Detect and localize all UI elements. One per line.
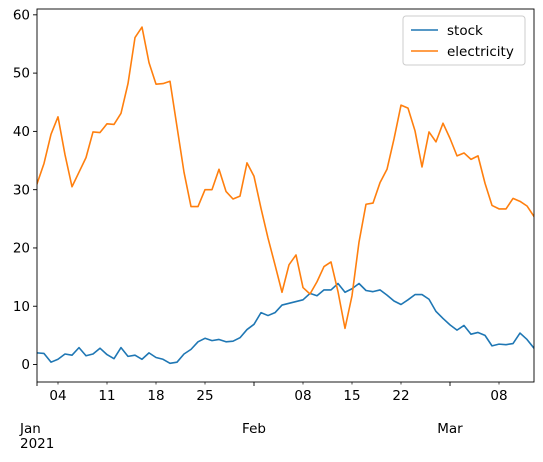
x-minor-tick-label: 25 [196,388,213,404]
x-minor-tick-label: 08 [294,388,311,404]
series-line-stock [37,282,534,365]
x-minor-tick-label: 08 [490,388,507,404]
y-tick-label: 60 [13,7,30,23]
axes-frame [36,8,535,383]
y-tick-label: 30 [13,182,30,198]
series-layer [37,26,534,365]
x-minor-tick-label: 15 [343,388,360,404]
y-tick-label: 40 [13,124,30,140]
legend: stock electricity [402,15,526,66]
x-major-tick-sublabel: 2021 [20,436,54,452]
x-minor-tick-label: 22 [392,388,409,404]
legend-box [402,15,526,66]
y-tick-label: 50 [13,66,30,82]
x-minor-tick-label: 04 [49,388,66,404]
x-minor-tick-label: 18 [147,388,164,404]
x-major-tick-label: Mar [437,421,463,437]
y-tick-label: 10 [13,299,30,315]
y-tick-label: 20 [13,241,30,257]
x-minor-tick-label: 11 [98,388,115,404]
x-major-tick-label: Jan [19,421,41,437]
x-major-tick-label: Feb [242,421,266,437]
legend-label-electricity: electricity [447,44,514,60]
legend-label-stock: stock [447,23,483,39]
y-tick-label: 0 [21,357,30,373]
series-line-electricity [37,26,534,330]
